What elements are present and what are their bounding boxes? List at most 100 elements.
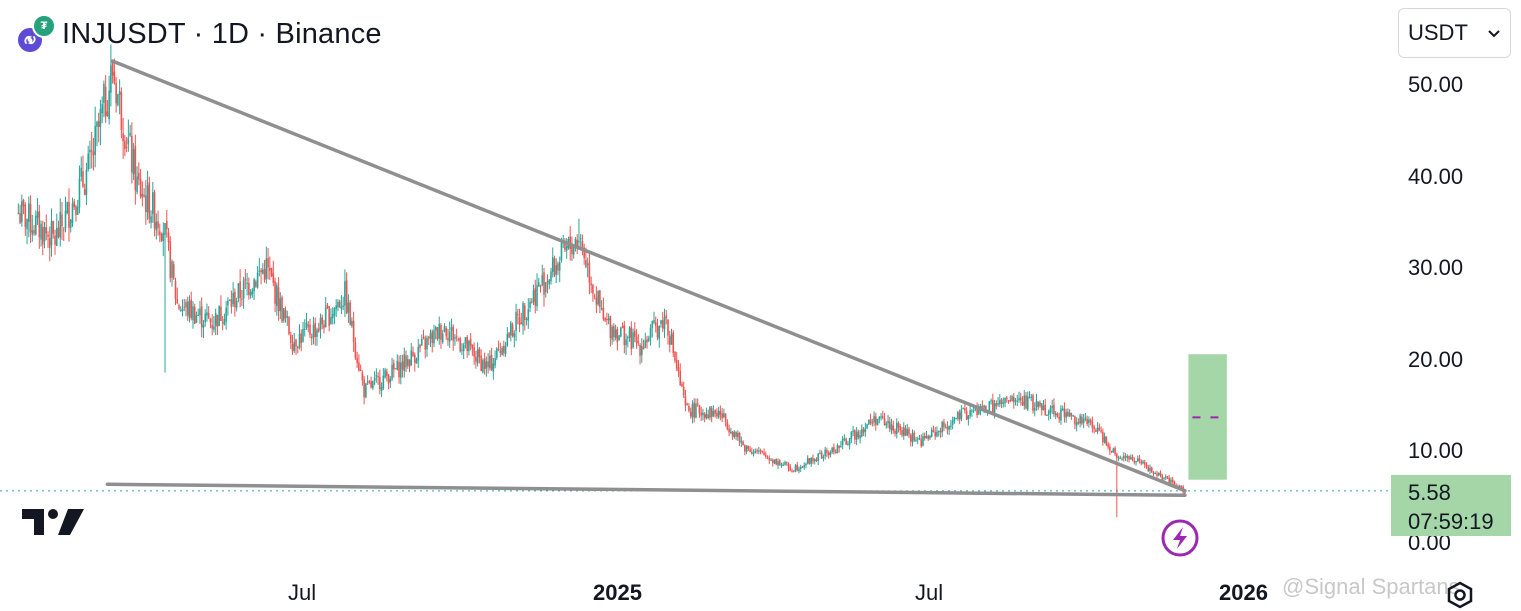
candle — [204, 309, 207, 327]
candle — [309, 318, 311, 339]
candle — [513, 330, 516, 348]
candle — [749, 445, 751, 453]
candle — [702, 408, 704, 421]
candle — [913, 430, 916, 443]
candle — [1171, 476, 1174, 484]
last-price-value: 5.58 — [1408, 480, 1451, 505]
candle — [241, 290, 243, 306]
candle — [1005, 396, 1008, 403]
candle — [260, 268, 262, 285]
candle — [777, 458, 779, 470]
candle — [99, 99, 102, 146]
candle — [632, 328, 634, 349]
candle — [1166, 475, 1169, 479]
candle — [197, 308, 200, 316]
symbol-title[interactable]: INJUSDT · 1D · Binance — [62, 17, 382, 50]
candle — [1129, 454, 1132, 460]
candle — [911, 429, 914, 447]
candle — [534, 279, 537, 314]
candle — [499, 342, 502, 358]
candle — [340, 295, 343, 315]
candle — [1002, 397, 1005, 408]
candle — [957, 410, 959, 421]
candle — [1154, 471, 1157, 475]
candle — [740, 436, 743, 447]
candle — [213, 316, 215, 333]
candle — [75, 204, 77, 222]
candle — [602, 297, 605, 321]
candle — [289, 331, 292, 349]
candle — [181, 299, 184, 317]
candle — [426, 335, 428, 357]
candle — [925, 431, 928, 439]
candle — [17, 203, 20, 215]
candle — [186, 296, 189, 321]
candle — [866, 423, 868, 430]
candle — [607, 313, 610, 325]
candle — [946, 421, 949, 435]
candle — [537, 277, 540, 288]
candle — [990, 398, 992, 405]
candle — [735, 431, 737, 441]
candle — [751, 447, 753, 455]
candle — [997, 397, 999, 407]
candle — [698, 404, 701, 418]
candle — [815, 457, 818, 463]
candle — [150, 210, 152, 229]
candle — [1004, 397, 1006, 408]
candle — [971, 408, 973, 417]
candle — [171, 259, 173, 287]
candle — [875, 412, 877, 431]
candle — [738, 431, 741, 447]
candle — [892, 420, 895, 434]
candle — [731, 430, 734, 441]
candle — [398, 355, 400, 384]
candle — [443, 323, 446, 333]
tradingview-logo-icon[interactable] — [22, 505, 86, 542]
candle — [496, 347, 498, 361]
candle — [803, 462, 806, 470]
candle — [761, 450, 764, 454]
candle — [1164, 474, 1167, 481]
candle — [581, 234, 584, 256]
horizontal-support-trendline[interactable] — [105, 482, 1187, 498]
candle — [1128, 455, 1130, 463]
candle — [305, 312, 308, 330]
lightning-bolt-icon[interactable] — [1161, 519, 1199, 557]
candle — [647, 335, 650, 343]
candle — [1091, 416, 1094, 433]
candle — [1033, 402, 1036, 417]
candle — [377, 372, 379, 385]
currency-selector[interactable]: USDT — [1398, 8, 1511, 58]
candle — [532, 284, 535, 305]
candle — [773, 459, 776, 465]
descending-resistance-trendline[interactable] — [110, 59, 1187, 493]
price-axis-label: 50.00 — [1408, 72, 1464, 97]
candle — [145, 179, 147, 225]
settings-icon[interactable] — [1445, 580, 1475, 610]
candle — [745, 445, 748, 455]
candle — [909, 433, 912, 447]
candle — [668, 330, 671, 353]
candle — [174, 277, 177, 305]
candle — [644, 332, 647, 349]
candle — [176, 287, 179, 305]
candle — [1074, 415, 1076, 430]
candle — [681, 381, 683, 388]
candle — [310, 333, 313, 346]
candle — [812, 454, 814, 465]
candle — [869, 413, 872, 426]
candle — [654, 316, 657, 333]
candle — [599, 289, 601, 314]
candle — [845, 437, 847, 445]
candle — [262, 263, 264, 275]
candle — [520, 312, 523, 325]
candle — [331, 307, 334, 325]
candle — [255, 279, 257, 288]
candle — [146, 170, 149, 220]
candle — [927, 434, 930, 442]
candle — [805, 462, 807, 469]
candle — [754, 448, 757, 454]
candle — [770, 457, 772, 462]
